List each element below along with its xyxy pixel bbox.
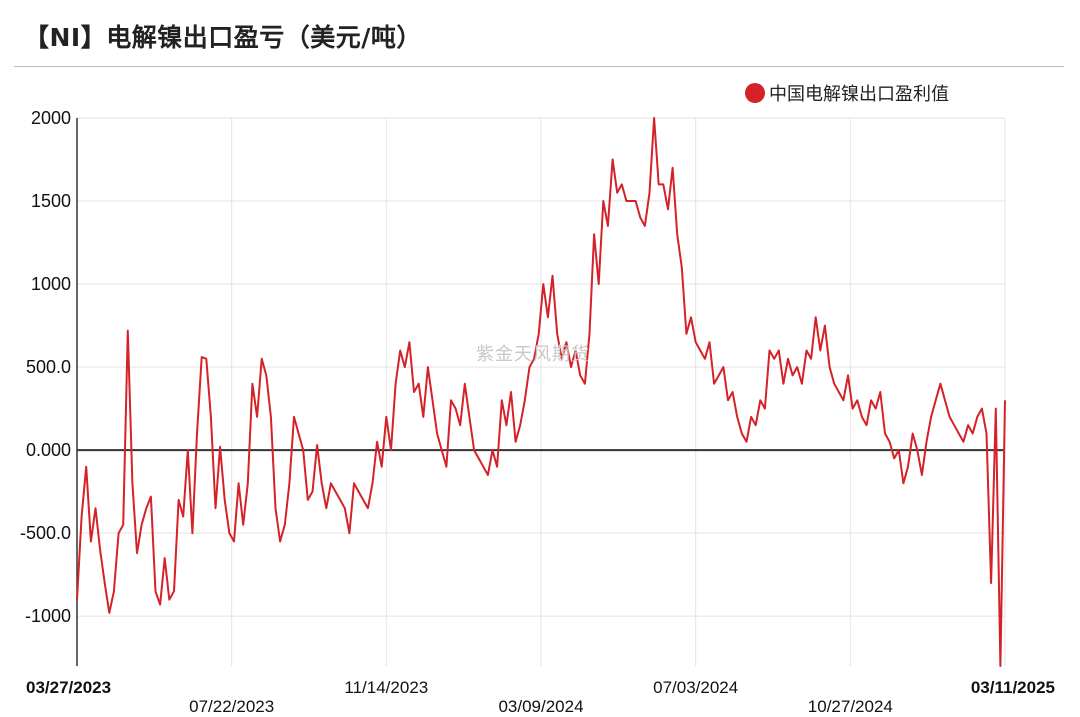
chart-title: 【NI】电解镍出口盈亏（美元/吨） xyxy=(24,23,422,52)
y-tick-label: 2000 xyxy=(31,108,71,128)
x-tick-label: 11/14/2023 xyxy=(344,678,428,697)
y-tick-label: -500.0 xyxy=(20,523,71,543)
watermark: 紫金天风期货 xyxy=(476,344,590,365)
y-tick-label: 500.0 xyxy=(26,357,71,377)
x-tick-label: 07/22/2023 xyxy=(189,697,274,716)
series-line-export-profit xyxy=(76,117,1006,667)
x-tick-label: 10/27/2024 xyxy=(808,697,893,716)
x-tick-label: 03/27/2023 xyxy=(26,678,111,697)
y-tick-label: 1500 xyxy=(31,191,71,211)
x-tick-label: 03/11/2025 xyxy=(971,678,1055,697)
x-tick-label: 03/09/2024 xyxy=(498,697,583,716)
legend-label: 中国电解镍出口盈利值 xyxy=(769,84,949,105)
y-tick-label: -1000 xyxy=(25,606,71,626)
title-divider xyxy=(14,66,1064,67)
y-tick-label: 0.000 xyxy=(26,440,71,460)
legend-dot-icon xyxy=(745,83,765,103)
legend[interactable]: 中国电解镍出口盈利值 xyxy=(745,80,949,106)
x-tick-label: 07/03/2024 xyxy=(653,678,738,697)
y-tick-label: 1000 xyxy=(31,274,71,294)
